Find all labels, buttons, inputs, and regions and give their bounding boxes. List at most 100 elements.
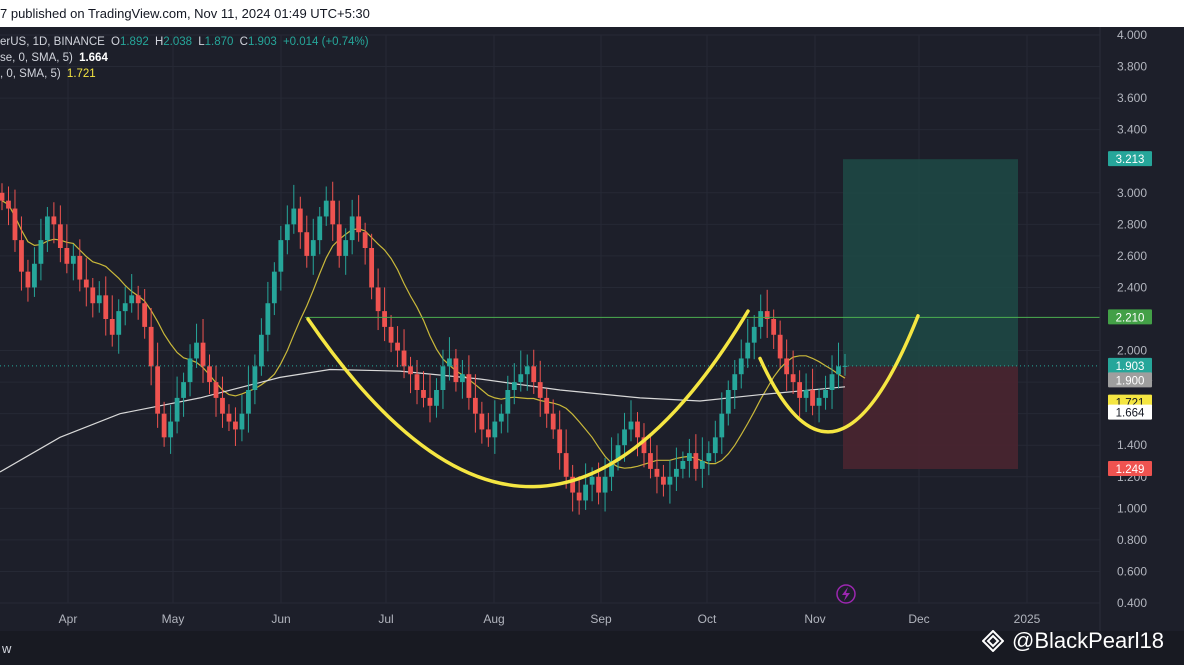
- candle-body: [25, 271, 31, 288]
- candle-body: [758, 311, 764, 327]
- time-tick-label: Aug: [483, 612, 504, 626]
- candle-body: [550, 413, 556, 430]
- candle-body: [622, 429, 627, 446]
- candle-body: [537, 382, 543, 398]
- candle-body: [77, 255, 83, 280]
- candle-body: [135, 295, 141, 304]
- candle-body: [395, 342, 400, 351]
- ma1-value: 1.664: [79, 52, 108, 64]
- candle-body: [797, 382, 803, 398]
- candle-body: [751, 326, 757, 343]
- price-tick-label: 3.600: [1117, 91, 1147, 105]
- watermark-text: @BlackPearl18: [1012, 628, 1164, 653]
- candle-body: [492, 421, 498, 438]
- candle-body: [472, 397, 478, 414]
- price-tick-label: 2.000: [1117, 344, 1147, 358]
- candle-body: [181, 382, 186, 398]
- candle-body: [570, 476, 576, 493]
- candle-body: [829, 374, 835, 390]
- candle-body: [12, 208, 18, 241]
- candle-body: [498, 413, 504, 422]
- candle-body: [427, 397, 433, 406]
- time-tick-label: Sep: [590, 612, 612, 626]
- candle-body: [220, 397, 225, 414]
- candle-body: [96, 295, 102, 304]
- candle-body: [330, 200, 336, 225]
- symbol-label[interactable]: erUS, 1D, BINANCE: [0, 36, 105, 48]
- high-value: 2.038: [163, 36, 193, 48]
- legend-ohlc: erUS, 1D, BINANCE O1.892 H2.038 L1.870 C…: [0, 36, 372, 48]
- watermark: @BlackPearl18: [981, 628, 1164, 654]
- candle-body: [434, 390, 439, 406]
- candle-body: [310, 240, 316, 256]
- footer-left-text: w: [2, 641, 12, 656]
- candle-body: [122, 303, 128, 312]
- price-label-bg: [1108, 357, 1152, 373]
- legend-ma2[interactable]: , 0, SMA, 5) 1.721: [0, 68, 99, 80]
- candle-body: [51, 216, 57, 225]
- candle-body: [719, 413, 725, 438]
- legend-ma1[interactable]: se, 0, SMA, 5) 1.664: [0, 52, 111, 64]
- price-label-text: 1.900: [1116, 375, 1145, 387]
- candle-body: [602, 476, 608, 493]
- ma1-label: se, 0, SMA, 5): [0, 52, 73, 64]
- candle-body: [823, 390, 828, 398]
- price-label-bg: [1108, 151, 1152, 167]
- price-tick-label: 0.800: [1117, 533, 1147, 547]
- time-axis[interactable]: Apr May Jun Jul Aug Sep Oct Nov Dec 2025: [59, 612, 1041, 626]
- price-label-text: 3.213: [1116, 154, 1145, 166]
- price-axis[interactable]: 4.000 3.800 3.600 3.400 3.000 2.800 2.600 2.400…: [1099, 27, 1184, 631]
- candle-body: [349, 216, 355, 241]
- candle-body: [336, 224, 342, 256]
- candle-body: [213, 382, 219, 398]
- candle-body: [258, 334, 264, 367]
- candle-body: [576, 492, 582, 501]
- low-value: 1.870: [204, 36, 234, 48]
- candle-body: [803, 390, 809, 398]
- candle-body: [90, 287, 96, 304]
- candle-body: [343, 240, 349, 256]
- price-label-text: 2.210: [1116, 312, 1145, 324]
- time-tick-label: Apr: [59, 612, 78, 626]
- candle-body: [369, 248, 375, 288]
- candle-body: [771, 319, 777, 335]
- candle-body: [174, 397, 180, 422]
- candle-body: [615, 445, 621, 461]
- candle-body: [271, 271, 277, 304]
- candle-body: [453, 358, 459, 383]
- candle-body: [648, 453, 653, 469]
- candle-body: [239, 413, 245, 430]
- candle-body: [784, 358, 790, 375]
- candle-body: [531, 366, 537, 383]
- candle-body: [388, 326, 394, 343]
- candle-body: [836, 366, 841, 375]
- candle-body: [460, 374, 465, 383]
- candle-body: [706, 453, 712, 461]
- candle-body: [628, 421, 634, 430]
- candle-body: [563, 453, 569, 477]
- close-label: C: [239, 36, 248, 48]
- candle-body: [505, 390, 511, 414]
- candle-body: [284, 224, 290, 241]
- lightning-icon[interactable]: [836, 584, 856, 604]
- price-chart[interactable]: 4.000 3.800 3.600 3.400 3.000 2.800 2.600 2.400…: [0, 27, 1184, 631]
- price-tick-label: 3.400: [1117, 123, 1147, 137]
- candle-body: [641, 437, 647, 454]
- candle-body: [38, 240, 44, 264]
- time-tick-label: May: [162, 612, 185, 626]
- candle-body: [583, 484, 589, 501]
- price-tick-label: 2.800: [1117, 217, 1147, 231]
- candle-body: [725, 390, 731, 414]
- time-tick-label: Nov: [804, 612, 825, 626]
- candle-body: [667, 476, 673, 485]
- price-label-text: 1.903: [1116, 361, 1145, 373]
- candle-body: [64, 248, 70, 264]
- candles: [0, 181, 848, 515]
- high-label: H: [154, 36, 164, 48]
- candle-body: [161, 413, 167, 438]
- position-zones[interactable]: [843, 159, 1018, 470]
- ma2-label: , 0, SMA, 5): [0, 68, 61, 80]
- handle-curve: [758, 314, 920, 434]
- drawings[interactable]: [0, 309, 1100, 604]
- price-tick-label: 3.800: [1117, 60, 1147, 74]
